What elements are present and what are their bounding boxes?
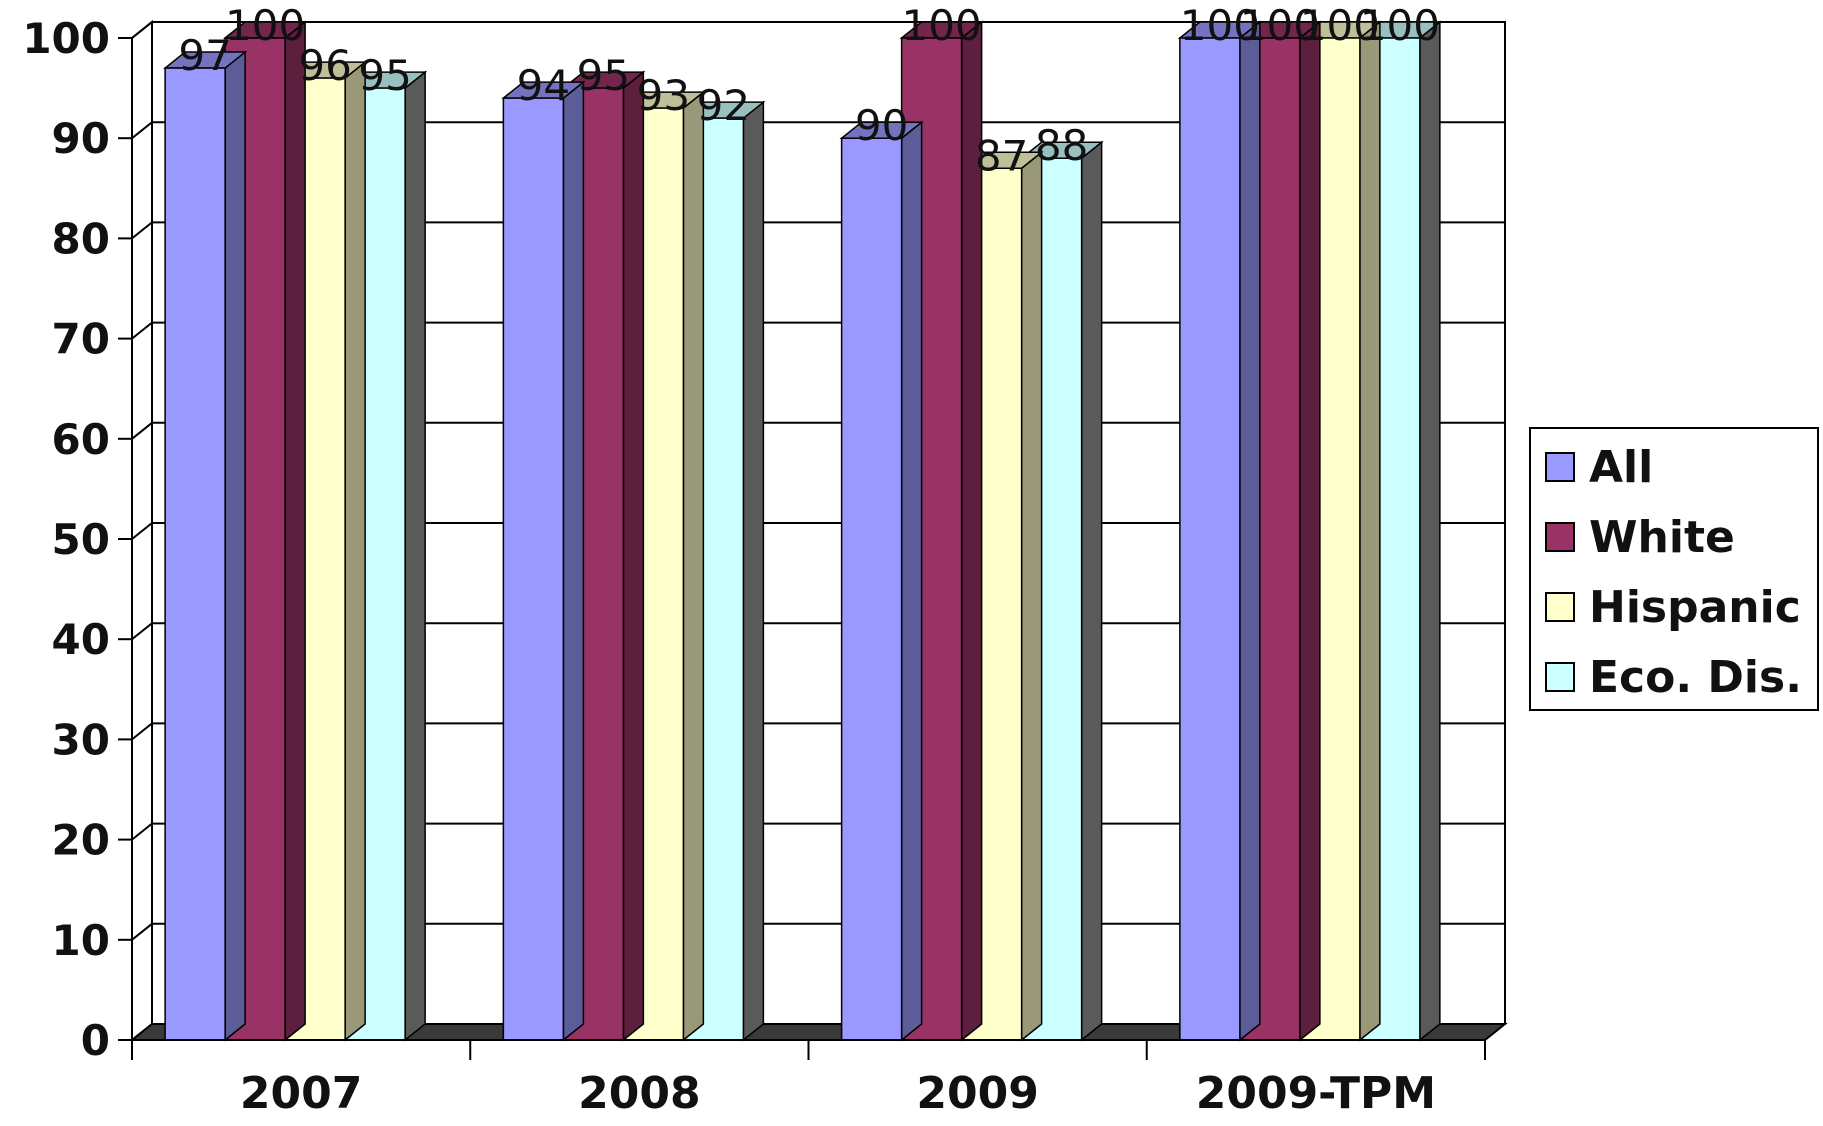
legend-item-hispanic: Hispanic: [1545, 577, 1801, 637]
data-label: 95: [358, 51, 411, 100]
y-tick-label: 60: [52, 415, 110, 464]
bar-side: [682, 90, 705, 1042]
bar-side: [284, 20, 306, 1042]
bar-side: [900, 120, 923, 1042]
legend-label-hispanic: Hispanic: [1589, 581, 1801, 633]
legend-swatch-eco-dis: [1545, 662, 1575, 692]
x-tick-label: 2009: [916, 1068, 1038, 1119]
bar-side: [1299, 20, 1321, 1042]
legend-item-all: All: [1545, 437, 1653, 497]
data-label: 100: [1240, 1, 1320, 50]
y-tick-label: 20: [52, 816, 110, 865]
y-tick-label: 0: [81, 1016, 110, 1065]
bar-side: [344, 60, 366, 1042]
legend-item-white: White: [1545, 507, 1735, 567]
bar-side: [404, 70, 426, 1042]
y-tick-label: 10: [52, 916, 110, 965]
data-label: 100: [225, 1, 305, 50]
y-tick-label: 80: [52, 214, 110, 263]
data-label: 95: [577, 51, 630, 100]
bar-front: [840, 137, 903, 1041]
bar-side: [1239, 20, 1261, 1042]
legend-item-eco-dis: Eco. Dis.: [1545, 647, 1802, 707]
data-label: 94: [517, 61, 570, 110]
legend: All White Hispanic Eco. Dis.: [1529, 427, 1819, 711]
data-label: 90: [855, 101, 908, 150]
legend-label-all: All: [1589, 441, 1654, 493]
data-label: 100: [902, 1, 982, 50]
bar-side: [224, 50, 246, 1042]
bar-side: [1080, 140, 1103, 1042]
axes: 0 10 20 30 40 50 60 70 80 90 100 2007 2008 2009 2009-T…: [22, 14, 1486, 1119]
x-tick-label: 2008: [578, 1068, 700, 1119]
bar-front: [1179, 37, 1241, 1041]
data-label: 88: [1035, 121, 1088, 170]
y-tick-label: 100: [22, 14, 110, 63]
y-tick-label: 30: [52, 715, 110, 764]
data-label: 96: [298, 41, 351, 90]
x-tick-label: 2007: [240, 1068, 362, 1119]
data-label: 100: [1360, 1, 1440, 50]
y-tick-label: 70: [52, 315, 110, 364]
bar-side: [562, 80, 585, 1042]
data-label: 100: [1180, 1, 1260, 50]
bar-side: [742, 100, 765, 1042]
x-tick-label: 2009-TPM: [1196, 1068, 1436, 1119]
bar-side: [1359, 20, 1381, 1042]
gridline: [131, 21, 1505, 39]
y-tick-label: 50: [52, 515, 110, 564]
bar: [1177, 20, 1263, 1042]
bar-front: [164, 67, 226, 1041]
data-label: 100: [1300, 1, 1380, 50]
bars: [162, 20, 1443, 1042]
y-tick-label: 90: [52, 114, 110, 163]
data-label: 87: [975, 131, 1028, 180]
bar-side: [1020, 150, 1043, 1042]
bar: [162, 50, 248, 1042]
legend-label-eco-dis: Eco. Dis.: [1589, 651, 1802, 703]
legend-swatch-hispanic: [1545, 592, 1575, 622]
data-label: 97: [178, 31, 231, 80]
data-label: 92: [697, 81, 750, 130]
y-tick-label: 40: [52, 615, 110, 664]
data-label: 93: [637, 71, 690, 120]
legend-swatch-white: [1545, 522, 1575, 552]
bar: [501, 80, 586, 1042]
legend-label-white: White: [1589, 511, 1735, 563]
bar-side: [622, 70, 645, 1042]
bar: [839, 120, 924, 1042]
bar-side: [1419, 20, 1441, 1042]
bar-front: [502, 97, 565, 1041]
gridline: [131, 121, 1505, 139]
legend-swatch-all: [1545, 452, 1575, 482]
